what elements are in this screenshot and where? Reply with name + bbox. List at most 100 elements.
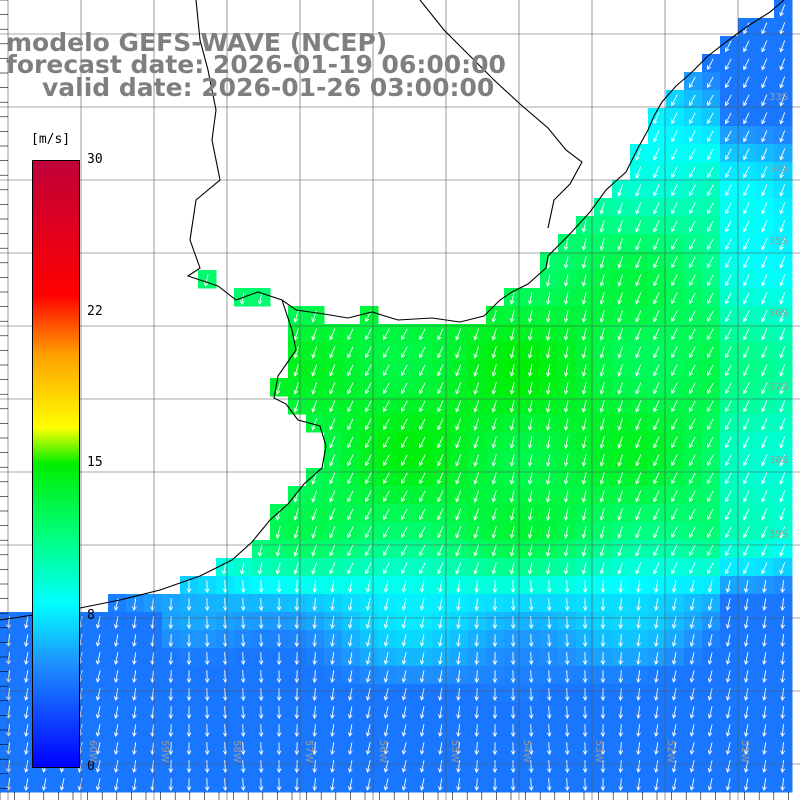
wind-arrow: [618, 652, 624, 666]
wind-arrow: [761, 202, 768, 215]
wind-arrow: [239, 292, 245, 306]
wind-arrow: [545, 436, 551, 450]
wind-arrow: [491, 544, 497, 557]
wind-arrow: [311, 382, 318, 395]
wind-arrow: [707, 418, 714, 431]
wind-arrow: [743, 580, 749, 594]
wind-arrow: [545, 382, 551, 396]
wind-arrow: [689, 526, 696, 539]
wind-arrow: [275, 382, 281, 395]
wind-arrow: [779, 202, 786, 215]
wind-arrow: [654, 706, 659, 720]
wind-arrow: [527, 490, 533, 503]
wind-arrow: [689, 544, 696, 557]
wind-arrow: [419, 634, 425, 647]
wind-arrow: [365, 652, 371, 665]
wind-arrow: [365, 526, 372, 539]
wind-arrow: [113, 634, 119, 648]
wind-arrow: [186, 760, 192, 774]
wind-arrow: [600, 760, 606, 774]
wind-arrow: [779, 454, 786, 467]
wind-arrow: [635, 346, 642, 359]
wind-arrow: [671, 490, 678, 503]
wind-arrow: [779, 238, 786, 251]
wind-arrow: [509, 472, 515, 485]
wind-arrow: [455, 346, 462, 359]
wind-arrow: [474, 778, 480, 792]
wind-arrow: [582, 580, 588, 594]
wind-arrow: [636, 760, 641, 774]
wind-arrow: [437, 328, 444, 341]
wind-arrow: [491, 436, 497, 449]
wind-arrow: [258, 634, 264, 648]
wind-arrow: [312, 760, 317, 774]
wind-arrow: [473, 418, 480, 431]
wind-arrow: [671, 706, 677, 719]
wind-arrow: [581, 238, 587, 251]
wind-arrow: [401, 598, 407, 611]
wind-arrow: [528, 742, 534, 756]
wind-arrow: [509, 418, 515, 431]
wind-arrow: [761, 346, 768, 359]
wind-arrow: [510, 598, 516, 612]
wind-arrow: [473, 544, 480, 557]
wind-arrow: [293, 382, 299, 395]
wind-arrow: [401, 454, 408, 467]
colorbar-unit: [m/s]: [31, 132, 71, 147]
wind-arrow: [276, 598, 282, 612]
wind-arrow: [600, 634, 606, 648]
wind-arrow: [383, 400, 390, 413]
wind-arrow: [779, 166, 786, 179]
map-title-model: modelo GEFS-WAVE (NCEP): [6, 28, 388, 57]
wind-arrow: [582, 760, 588, 774]
wind-arrow: [743, 22, 750, 35]
wind-arrow: [617, 382, 623, 395]
wind-arrow: [347, 490, 354, 503]
wind-arrow: [564, 598, 570, 612]
wind-arrow: [528, 670, 534, 684]
wind-arrow: [635, 418, 642, 431]
wind-arrow: [204, 778, 210, 792]
wind-arrow: [419, 652, 425, 665]
wind-arrow: [743, 202, 750, 215]
wind-arrow: [546, 724, 552, 738]
wind-arrow: [509, 328, 515, 341]
wind-arrow: [132, 652, 137, 666]
wind-arrow: [635, 382, 642, 395]
wind-arrow: [275, 544, 281, 557]
wind-arrow: [779, 508, 786, 521]
wind-arrow: [761, 328, 768, 341]
wind-arrow: [707, 454, 714, 467]
wind-arrow: [258, 706, 264, 720]
wind-arrow: [635, 310, 642, 323]
wind-arrow: [654, 742, 659, 756]
wind-arrow: [132, 670, 137, 684]
wind-arrow: [581, 346, 587, 359]
wind-arrow: [222, 724, 228, 738]
wind-arrow: [761, 274, 768, 287]
lon-label: 60W: [87, 740, 98, 763]
wind-arrow: [563, 490, 569, 503]
wind-arrow: [437, 490, 444, 503]
wind-arrow: [419, 562, 426, 575]
wind-arrow: [491, 310, 497, 323]
wind-arrow: [492, 706, 498, 720]
wind-arrow: [671, 652, 677, 665]
wind-arrow: [671, 760, 677, 773]
wind-arrow: [528, 778, 534, 792]
wind-arrow: [293, 526, 299, 539]
wind-arrow: [564, 580, 570, 594]
wind-arrow: [581, 382, 587, 395]
lon-label: 56W: [377, 740, 388, 763]
wind-arrow: [330, 580, 335, 594]
wind-arrow: [95, 706, 101, 719]
wind-arrow: [492, 778, 498, 792]
wind-arrow: [743, 346, 750, 359]
wind-arrow: [725, 382, 732, 395]
wind-arrow: [24, 778, 29, 792]
wind-arrow: [636, 742, 641, 756]
wind-arrow: [780, 670, 785, 684]
wind-arrow: [707, 436, 714, 449]
wind-arrow: [762, 778, 767, 792]
